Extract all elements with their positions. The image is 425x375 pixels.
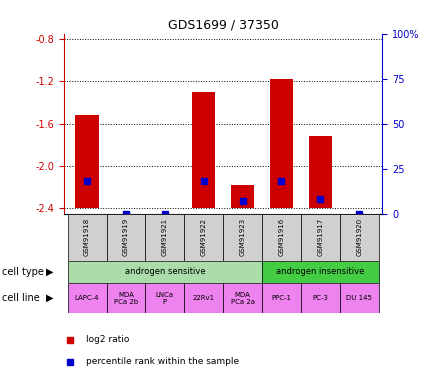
- Bar: [145, 214, 184, 261]
- Bar: [107, 214, 145, 261]
- Bar: [262, 283, 301, 313]
- Bar: [107, 283, 145, 313]
- Text: GSM91922: GSM91922: [201, 218, 207, 256]
- Text: GSM91921: GSM91921: [162, 218, 168, 256]
- Text: PC-3: PC-3: [312, 295, 328, 301]
- Bar: [262, 214, 301, 261]
- Text: percentile rank within the sample: percentile rank within the sample: [86, 357, 239, 366]
- Text: cell line: cell line: [2, 293, 40, 303]
- Text: MDA
PCa 2b: MDA PCa 2b: [114, 292, 138, 304]
- Bar: [145, 283, 184, 313]
- Text: GSM91918: GSM91918: [84, 218, 90, 256]
- Text: MDA
PCa 2a: MDA PCa 2a: [230, 292, 255, 304]
- Bar: [309, 136, 332, 209]
- Text: log2 ratio: log2 ratio: [86, 335, 130, 344]
- Text: 22Rv1: 22Rv1: [193, 295, 215, 301]
- Bar: [75, 115, 99, 208]
- Bar: [301, 214, 340, 261]
- Text: GSM91916: GSM91916: [278, 218, 284, 256]
- Bar: [223, 214, 262, 261]
- Text: GSM91917: GSM91917: [317, 218, 323, 256]
- Text: GSM91919: GSM91919: [123, 218, 129, 256]
- Title: GDS1699 / 37350: GDS1699 / 37350: [168, 18, 278, 31]
- Text: DU 145: DU 145: [346, 295, 372, 301]
- Bar: [192, 92, 215, 208]
- Text: GSM91923: GSM91923: [240, 218, 246, 256]
- Bar: [184, 214, 223, 261]
- Bar: [301, 283, 340, 313]
- Bar: [68, 214, 107, 261]
- Bar: [262, 261, 379, 283]
- Bar: [68, 283, 107, 313]
- Bar: [184, 283, 223, 313]
- Bar: [340, 283, 379, 313]
- Text: androgen insensitive: androgen insensitive: [276, 267, 365, 276]
- Text: ▶: ▶: [46, 267, 54, 277]
- Bar: [68, 261, 262, 283]
- Text: androgen sensitive: androgen sensitive: [125, 267, 205, 276]
- Text: cell type: cell type: [2, 267, 44, 277]
- Text: LAPC-4: LAPC-4: [75, 295, 99, 301]
- Text: LNCa
P: LNCa P: [156, 292, 174, 304]
- Text: ▶: ▶: [46, 293, 54, 303]
- Bar: [270, 79, 293, 209]
- Text: PPC-1: PPC-1: [272, 295, 292, 301]
- Bar: [231, 185, 254, 209]
- Bar: [223, 283, 262, 313]
- Bar: [340, 214, 379, 261]
- Text: GSM91920: GSM91920: [356, 218, 362, 256]
